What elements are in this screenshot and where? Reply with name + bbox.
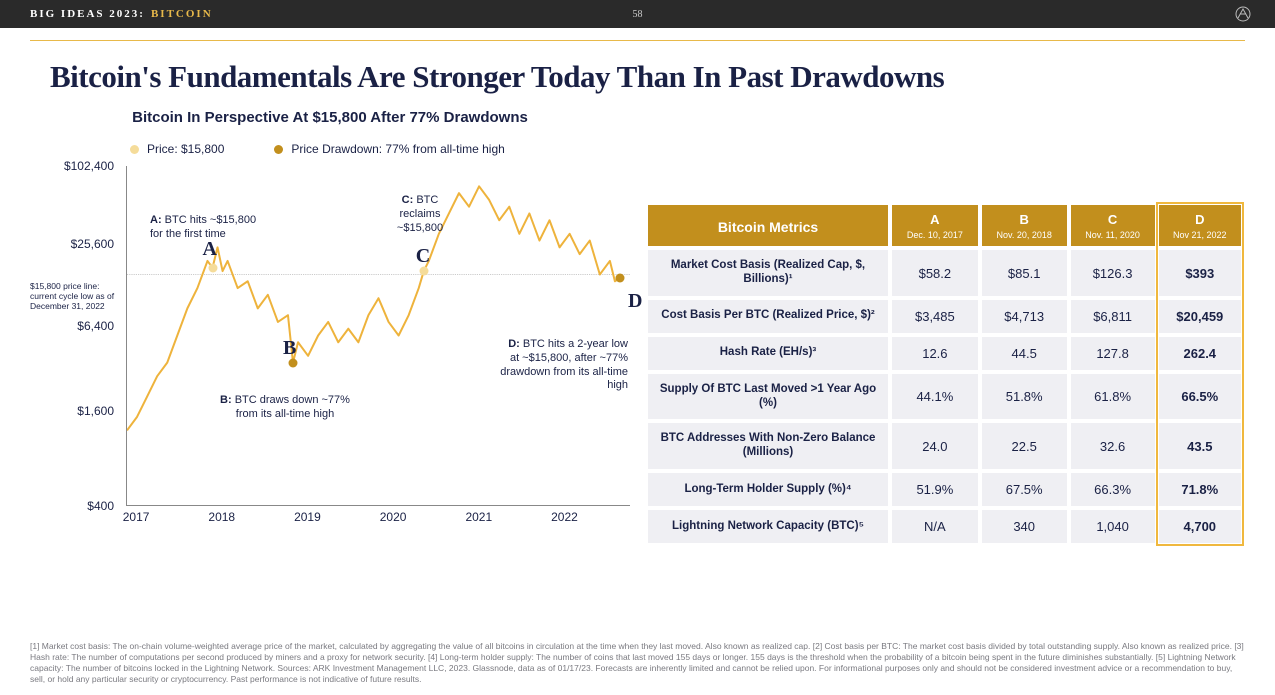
metric-label: Cost Basis Per BTC (Realized Price, $)²	[648, 300, 888, 333]
metric-value: $3,485	[892, 300, 978, 333]
chart-letter-c: C	[416, 245, 430, 268]
legend-price-label: Price: $15,800	[147, 142, 224, 156]
annotation-c-text: C: BTC reclaims ~$15,800	[380, 194, 460, 235]
gold-divider	[30, 40, 1245, 41]
x-tick: 2020	[380, 510, 407, 524]
section-label: BITCOIN	[151, 8, 213, 20]
legend-marker-off-icon	[130, 145, 139, 154]
metric-value: 12.6	[892, 337, 978, 370]
x-tick: 2017	[123, 510, 150, 524]
metric-value: 51.9%	[892, 473, 978, 506]
table-header-d: DNov 21, 2022	[1159, 205, 1241, 246]
table-header-b: BNov. 20, 2018	[982, 205, 1067, 246]
annotation-a-text: A: BTC hits ~$15,800 for the first time	[150, 214, 270, 242]
metric-value: 43.5	[1159, 423, 1241, 469]
metric-value: $6,811	[1071, 300, 1155, 333]
metric-value: $85.1	[982, 250, 1067, 296]
table-header-metrics: Bitcoin Metrics	[648, 205, 888, 246]
annotation-b-text: B: BTC draws down ~77% from its all-time…	[220, 394, 350, 422]
chart-area: $15,800 price line: current cycle low as…	[50, 166, 630, 536]
brand-label: BIG IDEAS 2023:	[30, 8, 145, 20]
metrics-table: Bitcoin MetricsADec. 10, 2017BNov. 20, 2…	[644, 201, 1245, 547]
annotation-d-text: D: BTC hits a 2-year low at ~$15,800, af…	[498, 338, 628, 393]
metric-label: Market Cost Basis (Realized Cap, $, Bill…	[648, 250, 888, 296]
legend-drawdown: Price Drawdown: 77% from all-time high	[274, 142, 504, 156]
metric-value: 1,040	[1071, 510, 1155, 543]
metric-value: 340	[982, 510, 1067, 543]
metric-value: 71.8%	[1159, 473, 1241, 506]
metric-label: Lightning Network Capacity (BTC)⁵	[648, 510, 888, 543]
table-row: Cost Basis Per BTC (Realized Price, $)²$…	[648, 300, 1241, 333]
chart-letter-b: B	[283, 337, 296, 360]
page-number: 58	[633, 9, 643, 20]
top-bar: BIG IDEAS 2023: BITCOIN 58	[0, 0, 1275, 28]
legend-price: Price: $15,800	[130, 142, 224, 156]
metric-value: 51.8%	[982, 374, 1067, 420]
metric-value: 22.5	[982, 423, 1067, 469]
y-axis: $102,400$25,600$6,400$1,600$400	[50, 166, 122, 506]
page-title: Bitcoin's Fundamentals Are Stronger Toda…	[50, 59, 1245, 95]
table-row: Hash Rate (EH/s)³12.644.5127.8262.4	[648, 337, 1241, 370]
table-row: Market Cost Basis (Realized Cap, $, Bill…	[648, 250, 1241, 296]
y-tick: $6,400	[77, 319, 114, 333]
x-axis: 2017 2018 2019 2020 2021 2022	[126, 510, 630, 530]
metric-value: 32.6	[1071, 423, 1155, 469]
x-tick: 2019	[294, 510, 321, 524]
table-header-c: CNov. 11, 2020	[1071, 205, 1155, 246]
metric-value: N/A	[892, 510, 978, 543]
metric-label: Long-Term Holder Supply (%)⁴	[648, 473, 888, 506]
chart-letter-d: D	[628, 290, 642, 313]
chart-marker-a	[208, 264, 217, 273]
metric-value: $58.2	[892, 250, 978, 296]
table-row: Lightning Network Capacity (BTC)⁵N/A3401…	[648, 510, 1241, 543]
metric-value: 262.4	[1159, 337, 1241, 370]
table-row: Supply Of BTC Last Moved >1 Year Ago (%)…	[648, 374, 1241, 420]
table-header-a: ADec. 10, 2017	[892, 205, 978, 246]
metric-value: $393	[1159, 250, 1241, 296]
y-tick: $400	[87, 499, 114, 513]
legend-marker-on-icon	[274, 145, 283, 154]
metrics-table-panel: Bitcoin MetricsADec. 10, 2017BNov. 20, 2…	[644, 109, 1245, 547]
metric-value: $20,459	[1159, 300, 1241, 333]
metric-value: 67.5%	[982, 473, 1067, 506]
metric-value: 66.5%	[1159, 374, 1241, 420]
metric-value: $4,713	[982, 300, 1067, 333]
chart-marker-d	[615, 274, 624, 283]
x-tick: 2021	[465, 510, 492, 524]
table-row: BTC Addresses With Non-Zero Balance (Mil…	[648, 423, 1241, 469]
y-tick: $102,400	[64, 159, 114, 173]
metric-label: Hash Rate (EH/s)³	[648, 337, 888, 370]
metric-value: 61.8%	[1071, 374, 1155, 420]
y-tick: $25,600	[71, 237, 114, 251]
chart-panel: Bitcoin In Perspective At $15,800 After …	[30, 109, 630, 547]
footnotes: [1] Market cost basis: The on-chain volu…	[30, 641, 1245, 685]
metric-value: 24.0	[892, 423, 978, 469]
x-tick: 2022	[551, 510, 578, 524]
metric-value: 44.5	[982, 337, 1067, 370]
ark-logo-icon	[1235, 6, 1251, 25]
metric-value: 4,700	[1159, 510, 1241, 543]
chart-title: Bitcoin In Perspective At $15,800 After …	[30, 109, 630, 126]
chart-legend: Price: $15,800 Price Drawdown: 77% from …	[130, 142, 630, 156]
x-tick: 2018	[208, 510, 235, 524]
metric-value: 44.1%	[892, 374, 978, 420]
metric-label: Supply Of BTC Last Moved >1 Year Ago (%)	[648, 374, 888, 420]
metric-value: 66.3%	[1071, 473, 1155, 506]
y-tick: $1,600	[77, 404, 114, 418]
table-row: Long-Term Holder Supply (%)⁴51.9%67.5%66…	[648, 473, 1241, 506]
metric-value: $126.3	[1071, 250, 1155, 296]
metric-value: 127.8	[1071, 337, 1155, 370]
legend-drawdown-label: Price Drawdown: 77% from all-time high	[291, 142, 504, 156]
metric-label: BTC Addresses With Non-Zero Balance (Mil…	[648, 423, 888, 469]
